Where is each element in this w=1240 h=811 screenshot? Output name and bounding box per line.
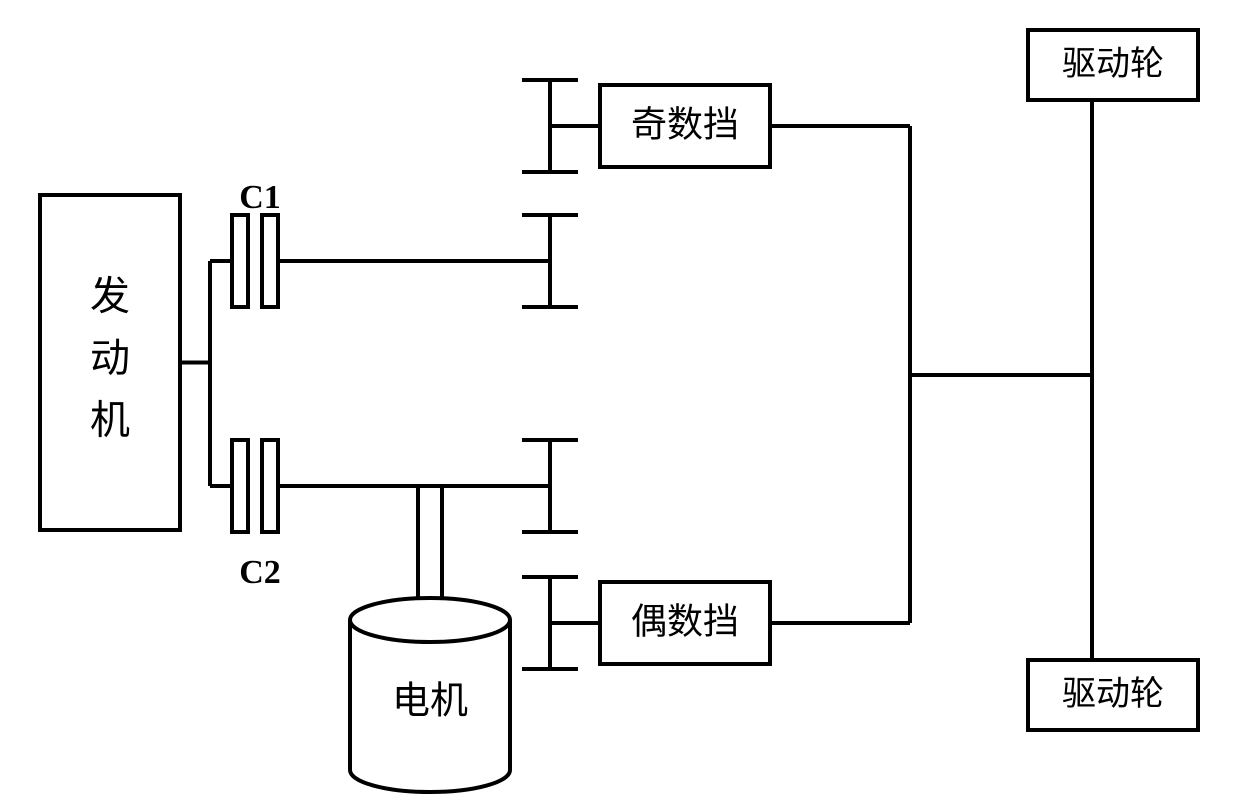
motor-top-ellipse <box>350 598 510 642</box>
motor-bottom-arc <box>350 770 510 792</box>
even-gear-label: 偶数挡 <box>631 601 739 641</box>
clutch2-label: C2 <box>239 554 281 591</box>
drive-wheel-bot-label: 驱动轮 <box>1062 675 1164 713</box>
drive-wheel-top-label: 驱动轮 <box>1062 45 1164 83</box>
clutch1-plate1 <box>232 215 248 307</box>
clutch2-plate1 <box>232 440 248 532</box>
clutch1-plate2 <box>262 215 278 307</box>
engine-label-char: 机 <box>90 398 130 443</box>
odd-gear-label: 奇数挡 <box>631 104 739 144</box>
motor-label: 电机 <box>392 681 468 723</box>
engine-label-char: 发 <box>90 274 130 319</box>
engine-label-char: 动 <box>90 336 130 381</box>
clutch1-label: C1 <box>239 179 281 216</box>
clutch2-plate2 <box>262 440 278 532</box>
